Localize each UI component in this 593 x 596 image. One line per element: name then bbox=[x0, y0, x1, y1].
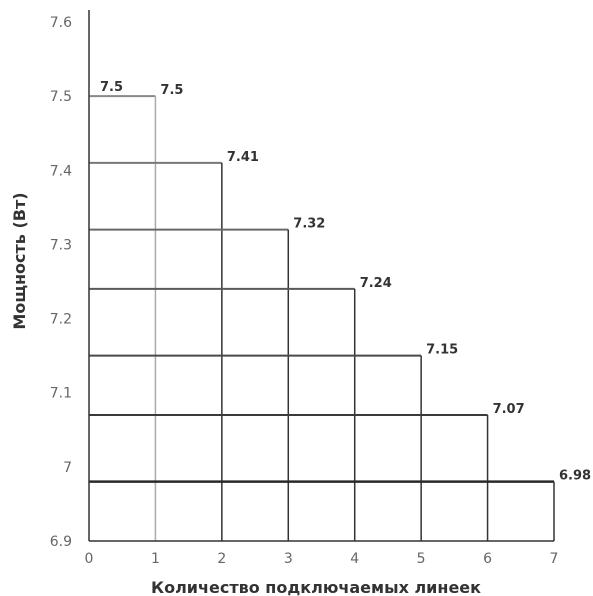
data-label-2: 7.41 bbox=[227, 150, 259, 165]
y-tick-labels: 6.9 7 7.1 7.2 7.3 7.4 7.5 7.6 bbox=[50, 15, 72, 550]
y-tick-label: 7.5 bbox=[50, 89, 72, 105]
start-value-label: 7.5 bbox=[100, 80, 123, 95]
y-tick-label: 7.2 bbox=[50, 312, 72, 328]
x-tick-label: 7 bbox=[550, 551, 559, 567]
x-tick-label: 4 bbox=[350, 551, 359, 567]
data-label-7: 6.98 bbox=[559, 469, 591, 484]
x-tick-label: 0 bbox=[85, 551, 94, 567]
y-tick-label: 7.6 bbox=[50, 15, 72, 31]
y-axis-title: Мощность (Вт) bbox=[10, 192, 29, 329]
x-tick-label: 6 bbox=[483, 551, 492, 567]
data-labels: 7.5 7.5 7.41 7.32 7.24 7.15 7.07 6.98 bbox=[100, 80, 591, 484]
step-bars-group bbox=[89, 95, 555, 541]
x-tick-labels: 0 1 2 3 4 5 6 7 bbox=[85, 551, 559, 567]
data-label-4: 7.24 bbox=[360, 276, 392, 291]
data-label-5: 7.15 bbox=[426, 343, 458, 358]
y-tick-label: 7.3 bbox=[50, 237, 72, 253]
x-tick-label: 3 bbox=[284, 551, 293, 567]
x-tick-label: 5 bbox=[417, 551, 426, 567]
x-tick-label: 1 bbox=[151, 551, 160, 567]
x-axis-title: Количество подключаемых линеек bbox=[151, 578, 481, 596]
y-tick-label: 7.4 bbox=[50, 163, 72, 179]
x-tick-label: 2 bbox=[217, 551, 226, 567]
y-tick-label: 7.1 bbox=[50, 386, 72, 402]
data-label-6: 7.07 bbox=[493, 402, 525, 417]
y-tick-label: 6.9 bbox=[50, 534, 72, 550]
y-tick-label: 7 bbox=[63, 460, 72, 476]
data-label-3: 7.32 bbox=[293, 217, 325, 232]
data-label-1: 7.5 bbox=[160, 83, 183, 98]
axes-group bbox=[88, 10, 554, 542]
